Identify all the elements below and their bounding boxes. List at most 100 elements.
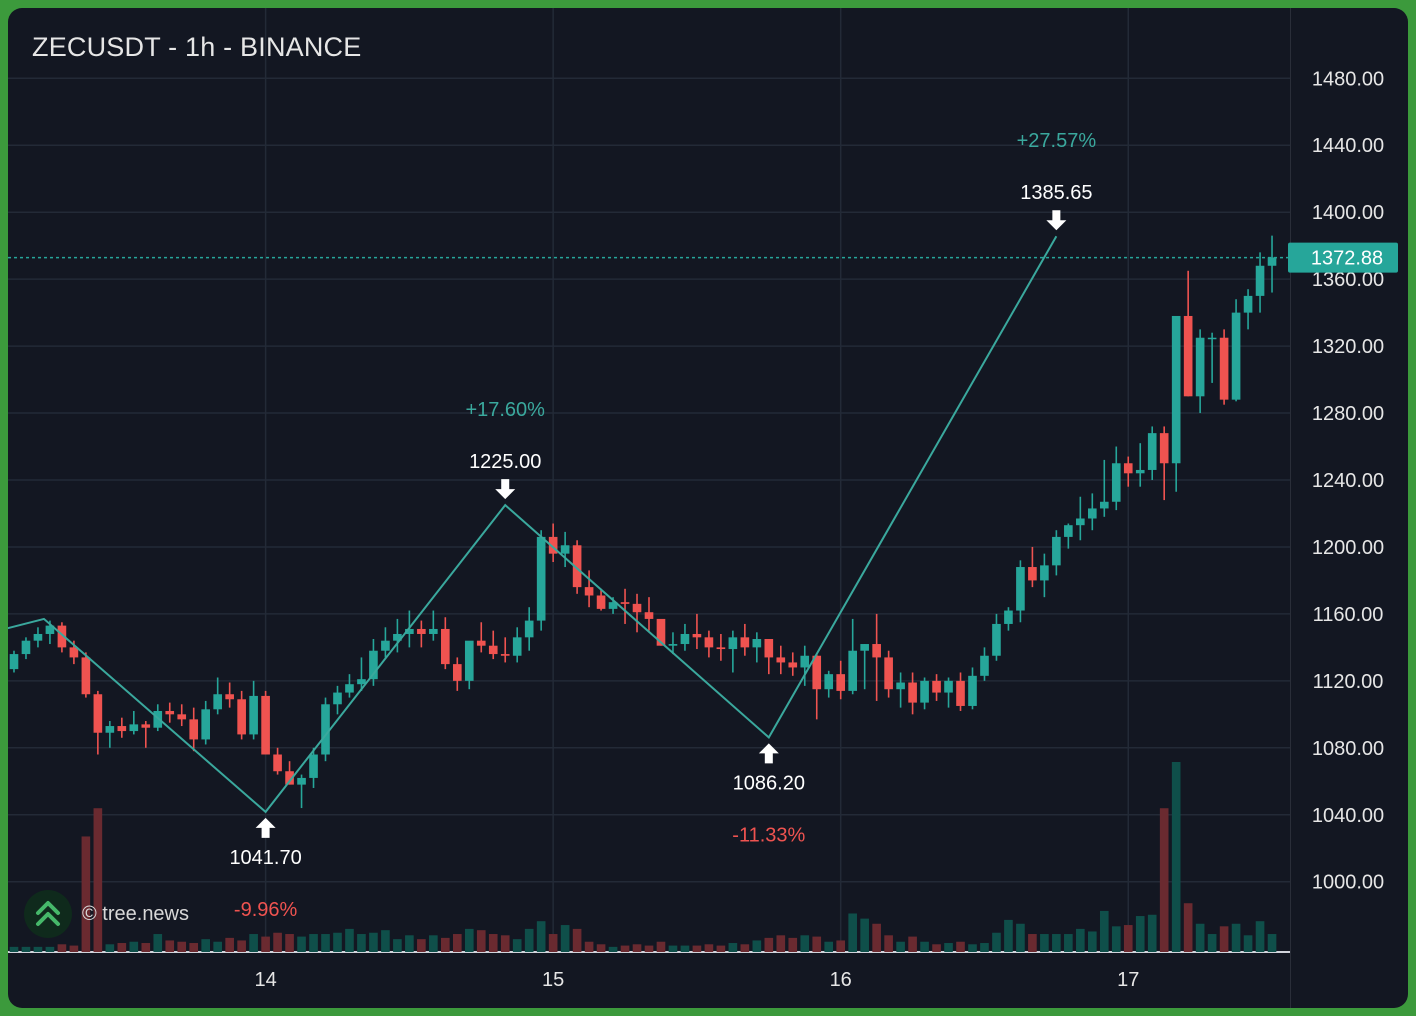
candle-body (884, 657, 893, 690)
candle-body (441, 628, 450, 665)
candle-body (381, 640, 390, 651)
candle-body (345, 684, 354, 693)
candle-body (968, 675, 977, 706)
candle-body (1135, 469, 1145, 474)
volume-bar (776, 935, 786, 952)
candle-body (632, 603, 642, 613)
candle-body (488, 645, 498, 655)
volume-bar (129, 941, 139, 952)
candle-body (752, 639, 762, 648)
volume-bar (632, 944, 642, 952)
pivot-high-label: 1385.65 (1020, 182, 1092, 204)
pivot-change-label: +27.57% (1017, 130, 1097, 152)
volume-bar (1111, 926, 1121, 952)
candle-body (452, 664, 462, 681)
candle-body (608, 602, 618, 609)
double-chevron-up-icon (24, 890, 72, 938)
candle-body (237, 699, 246, 735)
volume-bar (824, 941, 834, 952)
volume-bar (225, 937, 234, 952)
volume-bar (584, 941, 594, 952)
volume-bar (309, 934, 318, 952)
volume-bar (1123, 925, 1133, 952)
volume-bar (333, 932, 342, 952)
arrow-down-icon (1046, 210, 1067, 231)
volume-bar (417, 939, 426, 952)
candle-body (1231, 312, 1241, 400)
candle-body (716, 647, 726, 650)
candle-body (896, 682, 905, 690)
candle-body (800, 655, 810, 668)
candle-body (560, 545, 570, 554)
candle-body (1243, 295, 1253, 313)
chart-canvas[interactable]: 1041.70 -9.96% 1225.00 +17.60% 1086.20 -11.33… (8, 8, 1408, 1008)
volume-bar (405, 935, 414, 952)
volume-bar (848, 913, 857, 952)
volume-bar (932, 944, 941, 952)
x-tick-label: 16 (830, 969, 852, 991)
candle-body (9, 654, 19, 670)
volume-bar (273, 932, 282, 952)
volume-bar (752, 940, 762, 952)
x-tick-label: 14 (254, 969, 276, 991)
volume-bar (464, 928, 474, 952)
volume-bar (980, 943, 989, 952)
y-tick-label: 1320.00 (1312, 336, 1384, 358)
volume-bar (177, 941, 187, 952)
candle-body (33, 633, 43, 641)
volume-bar (1219, 926, 1229, 952)
volume-bar (1195, 923, 1205, 952)
candle-body (476, 640, 486, 646)
volume-bar (572, 928, 582, 952)
candle-body (656, 618, 666, 646)
candle-body (81, 657, 91, 695)
volume-bar (1159, 808, 1169, 952)
volume-bar (656, 941, 666, 952)
pivot-high-label: 1225.00 (469, 451, 541, 473)
candle-body (1207, 337, 1217, 340)
volume-bar (153, 934, 163, 952)
candle-body (165, 710, 175, 715)
volume-bar (512, 939, 522, 952)
volume-bar (1028, 934, 1037, 952)
volume-bar (285, 934, 294, 952)
volume-bar (1147, 914, 1157, 952)
y-tick-label: 1080.00 (1312, 738, 1384, 760)
y-tick-label: 1160.00 (1313, 604, 1384, 626)
candle-body (704, 637, 714, 648)
volume-bar (1171, 762, 1181, 952)
candle-body (201, 709, 211, 740)
candle-body (992, 623, 1001, 656)
candle-body (45, 625, 55, 634)
volume-bar (452, 934, 462, 952)
volume-bar (872, 923, 881, 952)
volume-bar (1183, 903, 1193, 952)
volume-bar (1267, 934, 1277, 952)
candle-body (225, 694, 234, 700)
chart-panel: 1041.70 -9.96% 1225.00 +17.60% 1086.20 -11.33… (8, 8, 1408, 1008)
candle-body (500, 654, 510, 656)
candle-body (1171, 315, 1181, 464)
volume-bar (860, 918, 869, 952)
volume-bar (93, 808, 103, 952)
candle-body (93, 694, 103, 733)
volume-bar (740, 944, 750, 952)
candle-body (1183, 315, 1193, 397)
x-tick-label: 17 (1117, 969, 1139, 991)
candle-body (1195, 337, 1205, 397)
volume-bar (201, 939, 211, 952)
y-tick-label: 1120.00 (1313, 671, 1384, 693)
candle-body (1028, 567, 1037, 581)
candle-body (129, 724, 139, 732)
volume-bar (704, 944, 714, 952)
volume-bar (429, 935, 438, 952)
candle-body (644, 612, 654, 619)
volume-bar (249, 934, 258, 952)
volume-bar (381, 930, 390, 952)
candle-body (261, 695, 270, 755)
volume-bar (1099, 910, 1109, 952)
y-tick-label: 1400.00 (1312, 202, 1384, 224)
pivot-change-label: -11.33% (732, 824, 805, 846)
y-tick-label: 1200.00 (1312, 537, 1384, 559)
candle-body (177, 714, 187, 720)
